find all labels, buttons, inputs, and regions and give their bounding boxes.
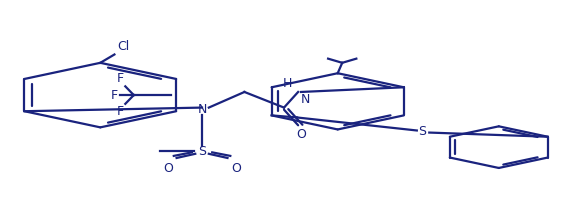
Text: Cl: Cl xyxy=(117,41,130,53)
Text: H: H xyxy=(283,77,293,90)
Text: F: F xyxy=(111,89,118,101)
Text: N: N xyxy=(301,93,310,106)
Text: S: S xyxy=(198,145,206,158)
Text: S: S xyxy=(419,125,427,138)
Text: O: O xyxy=(231,162,241,175)
Text: N: N xyxy=(197,103,207,116)
Text: F: F xyxy=(116,105,124,118)
Text: F: F xyxy=(116,72,124,85)
Text: O: O xyxy=(163,162,173,175)
Text: O: O xyxy=(296,128,306,141)
